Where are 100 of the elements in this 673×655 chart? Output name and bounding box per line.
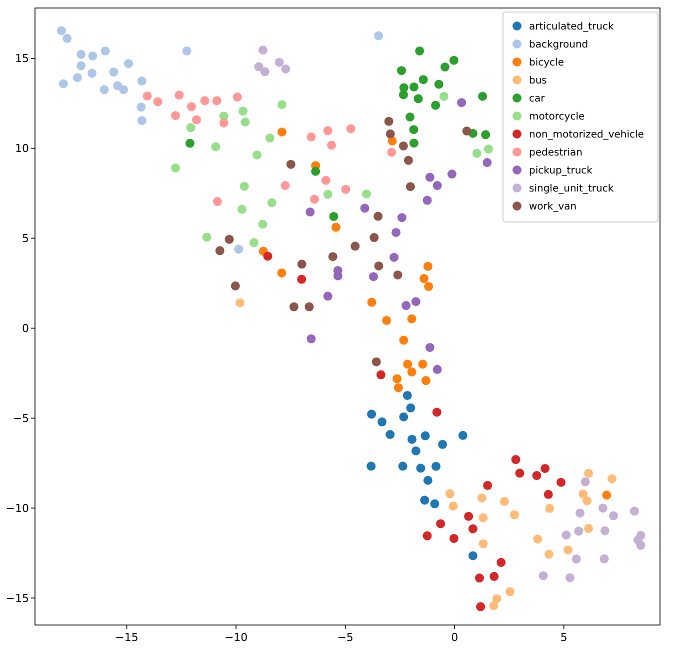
point [323,190,332,199]
point [423,262,432,271]
point [346,124,356,134]
point [237,204,246,214]
point [280,181,290,190]
point [464,512,474,521]
point [416,464,426,473]
point [477,494,486,502]
point [407,434,416,444]
point [100,85,109,94]
point [431,100,440,110]
point [478,539,488,548]
point [240,182,249,191]
point [434,80,444,89]
point [224,234,234,244]
point [76,50,86,59]
point [76,61,86,70]
point [406,182,415,192]
point [602,490,612,500]
point [436,519,446,528]
point [430,499,440,508]
point [323,292,332,301]
point [406,403,416,412]
legend-label: car [529,94,546,104]
point [109,68,118,77]
point [119,85,128,94]
point [265,134,274,143]
point [235,298,244,308]
point [440,62,450,72]
point [185,138,194,148]
legend-label: non_motorized_vehicle [529,130,644,140]
point [174,90,184,100]
point [258,46,268,55]
point [478,92,488,101]
point [277,268,286,278]
y-tick-label: −10 [6,502,29,515]
point [607,474,616,484]
point [432,408,442,417]
point [418,360,428,369]
point [392,374,402,384]
point [232,92,242,102]
point [260,67,270,76]
point [136,102,146,112]
point [600,554,609,564]
point [425,172,434,182]
point [254,62,264,72]
x-tick-label: −15 [115,631,138,644]
point [297,260,306,269]
point [230,281,240,290]
point [533,534,542,544]
point [306,132,316,142]
y-tick-label: 10 [15,142,29,156]
point [636,530,646,540]
point [306,207,315,216]
point [411,446,420,456]
point [562,530,571,540]
point [396,66,406,76]
point [598,504,608,513]
point [289,302,298,312]
point [310,194,319,204]
point [409,138,418,148]
point [490,572,499,581]
y-tick-label: −15 [6,592,29,605]
point [478,513,488,522]
point [378,417,387,426]
point [636,540,646,550]
point [369,272,378,282]
point [415,46,424,56]
point [367,298,376,307]
point [468,551,478,560]
point [137,76,146,86]
point [545,504,554,513]
legend-label: motorcycle [529,112,585,122]
point [406,112,414,122]
point [360,204,370,213]
x-tick-label: −5 [337,631,354,644]
point [447,170,456,179]
point [142,91,152,100]
point [58,79,68,88]
point [240,118,250,127]
point [306,334,316,344]
y-tick-label: 0 [22,322,29,336]
point [556,478,566,487]
point [544,550,554,559]
point [327,140,336,150]
point [511,455,520,464]
point [411,297,420,306]
point [238,106,248,116]
point [329,212,338,221]
point [153,97,162,106]
point [387,148,396,157]
point [277,127,286,136]
point [538,571,548,580]
point [418,75,428,84]
point [124,59,134,68]
legend-label: pickup_truck [529,166,593,176]
point [382,316,392,325]
point [367,410,376,419]
point [186,102,196,112]
y-tick-label: 5 [22,232,29,246]
